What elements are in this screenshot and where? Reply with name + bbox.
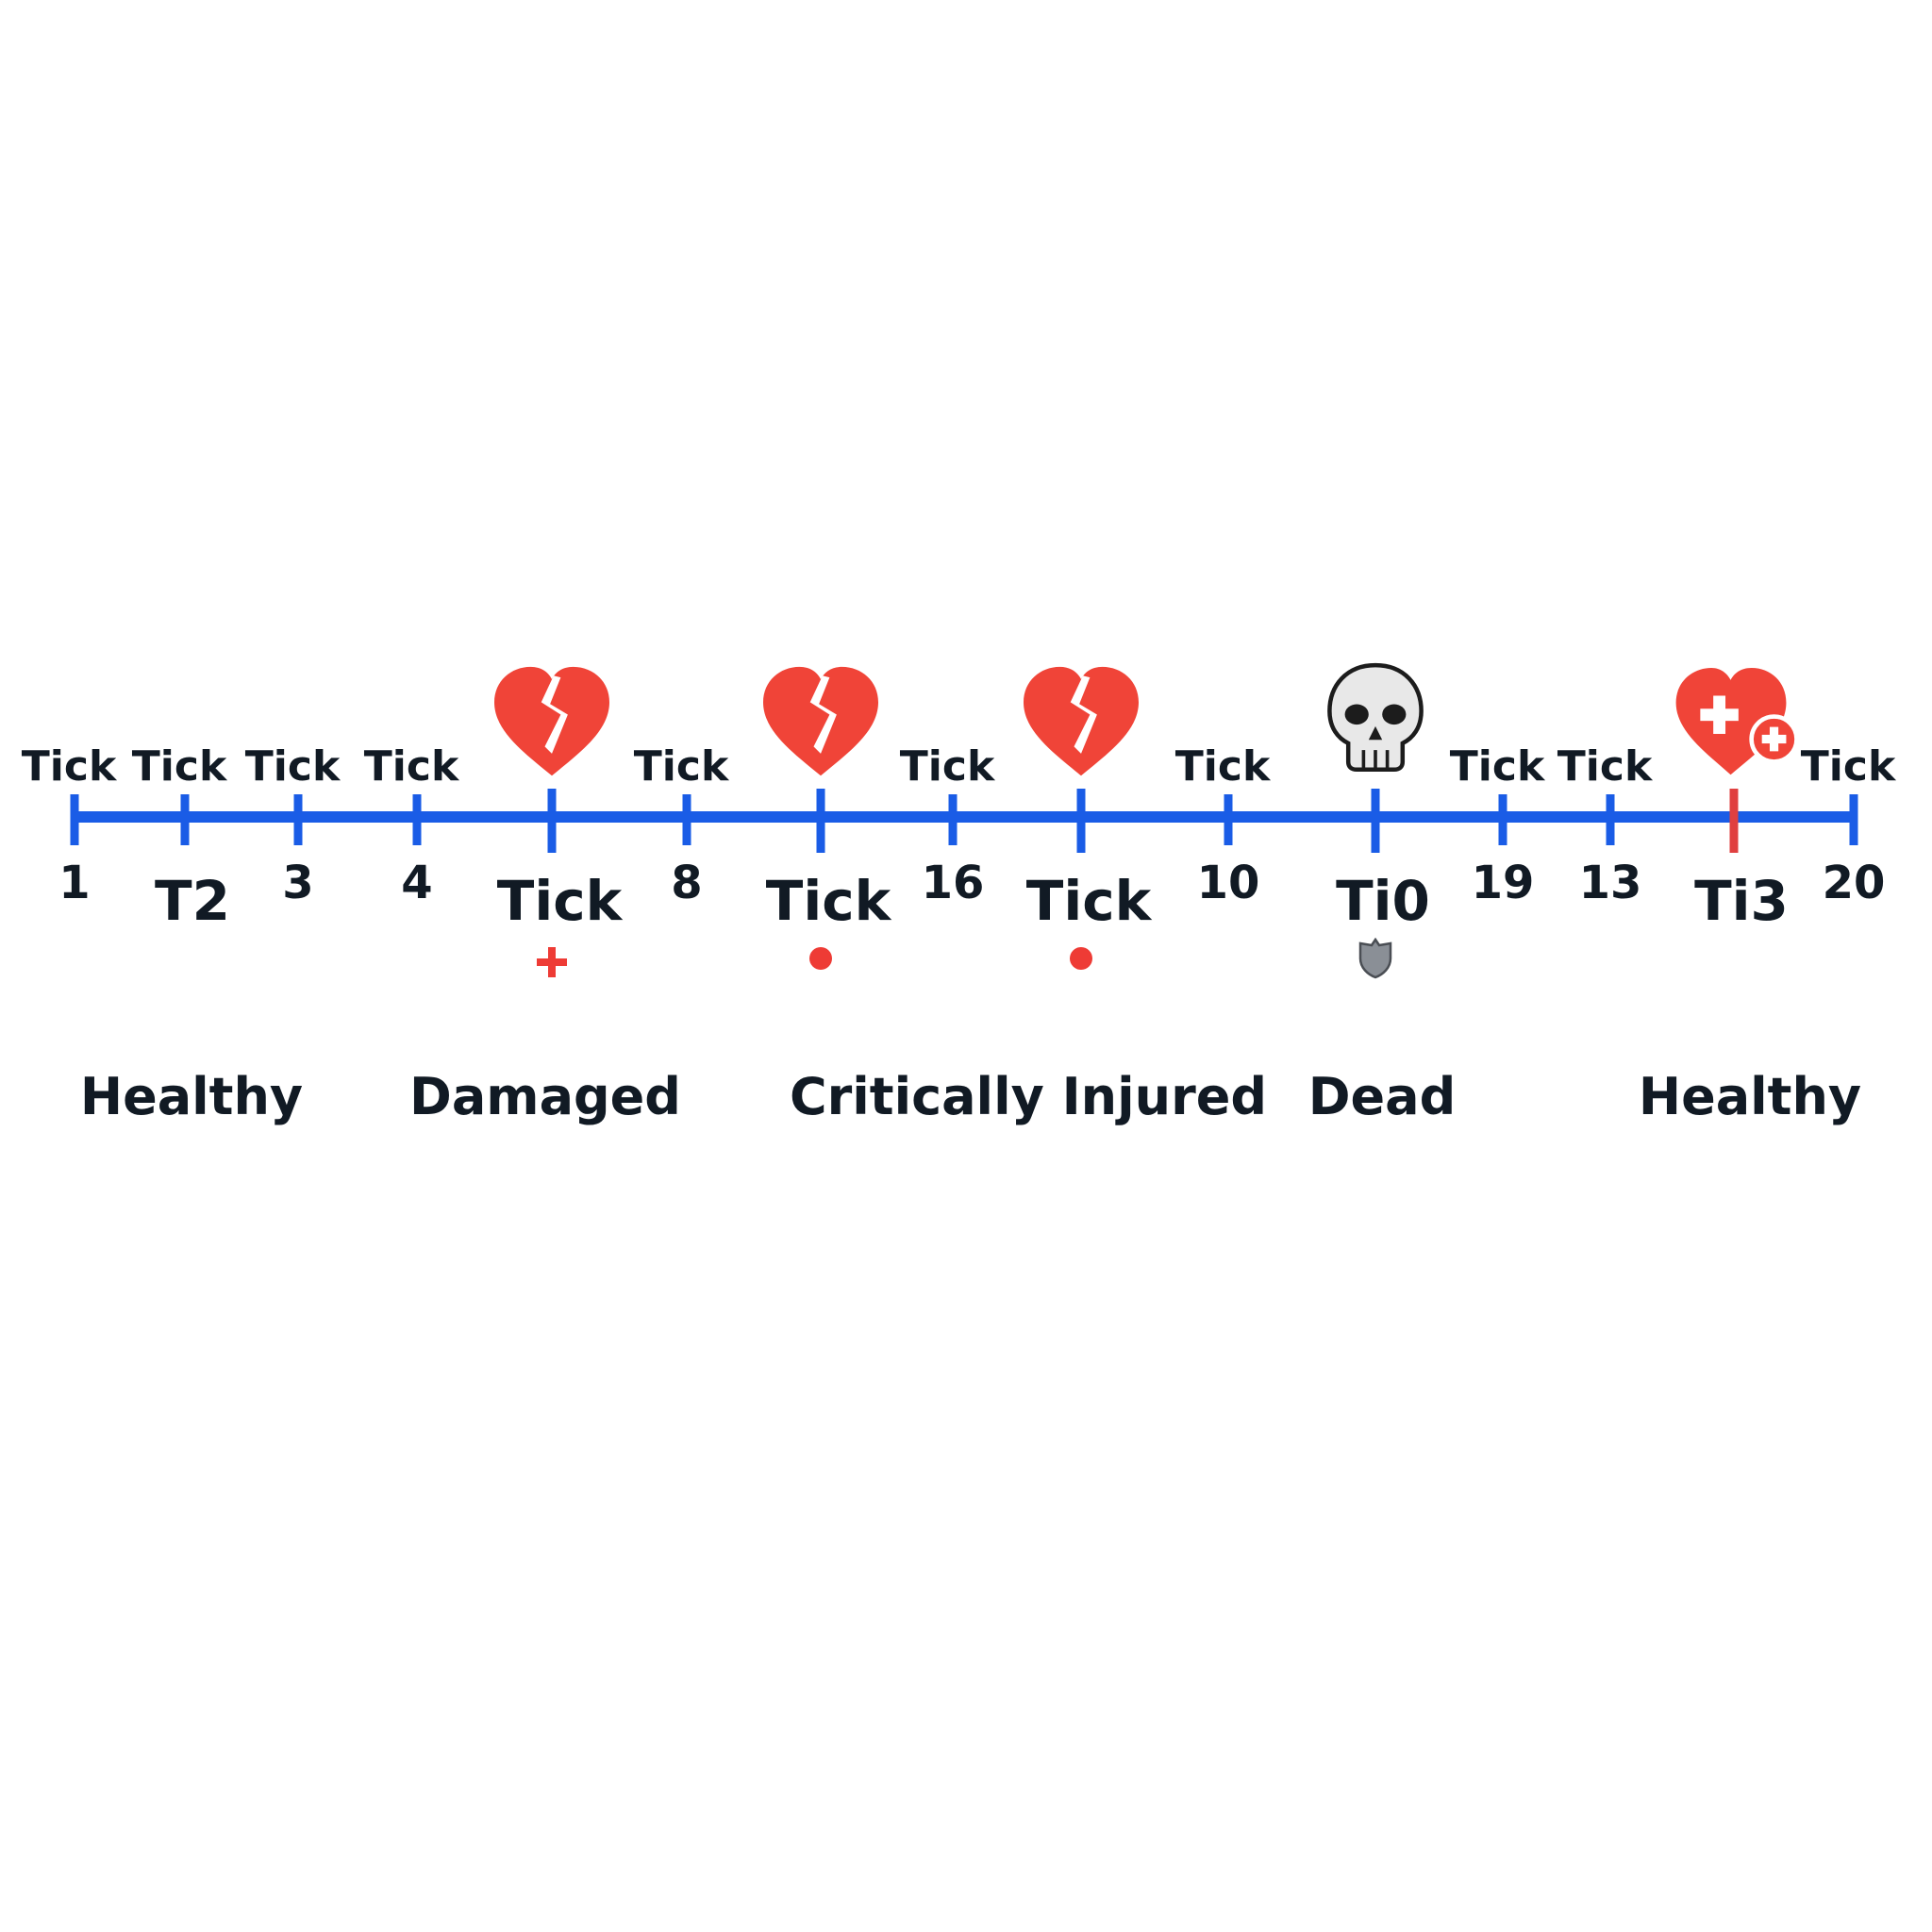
tick-bottom-label: Ti0 — [1336, 869, 1430, 933]
tick-top-label: Tick — [1450, 742, 1546, 791]
broken-heart-icon — [494, 666, 609, 776]
tick-bottom-label: Tick — [1026, 869, 1153, 933]
tick-top-label: Tick — [634, 742, 730, 791]
broken-heart-icon — [1024, 666, 1139, 776]
tick-bottom-label: 20 — [1823, 857, 1886, 909]
tick-top-label: Tick — [22, 742, 118, 791]
tick-bottom-label: Tick — [497, 869, 624, 933]
tick-bottom-label: T2 — [155, 869, 230, 933]
dot-marker-icon — [809, 947, 832, 970]
tick-bottom-label: 13 — [1579, 857, 1642, 909]
state-label: Critically Injured — [790, 1067, 1267, 1126]
tick-bottom-label: 19 — [1472, 857, 1535, 909]
tick-bottom-label: 4 — [401, 857, 432, 909]
tick-top-label: Tick — [1557, 742, 1654, 791]
tick-bottom-label: 10 — [1197, 857, 1260, 909]
shield-icon — [1358, 938, 1392, 979]
plus-marker-icon — [537, 958, 567, 966]
state-label: Damaged — [409, 1067, 681, 1126]
tick-bottom-label: 3 — [282, 857, 313, 909]
tick-top-label: Tick — [1175, 742, 1272, 791]
tick-top-label: Tick — [364, 742, 460, 791]
tick-bottom-label: 8 — [671, 857, 702, 909]
tick-top-label: Tick — [1801, 742, 1897, 791]
tick-bottom-label: 16 — [922, 857, 985, 909]
tick-bottom-label: 1 — [58, 857, 90, 909]
state-label: Healthy — [80, 1067, 303, 1126]
state-label: Healthy — [1639, 1067, 1861, 1126]
tick-top-label: Tick — [245, 742, 341, 791]
tick-bottom-label: Ti3 — [1694, 869, 1789, 933]
state-label: Dead — [1308, 1067, 1457, 1126]
dot-marker-icon — [1070, 947, 1092, 970]
tick-top-label: Tick — [132, 742, 228, 791]
tick-top-label: Tick — [900, 742, 996, 791]
tick-bottom-label: Tick — [766, 869, 892, 933]
skull-icon — [1329, 665, 1421, 770]
heal-heart-icon — [1676, 668, 1797, 774]
broken-heart-icon — [763, 666, 878, 776]
